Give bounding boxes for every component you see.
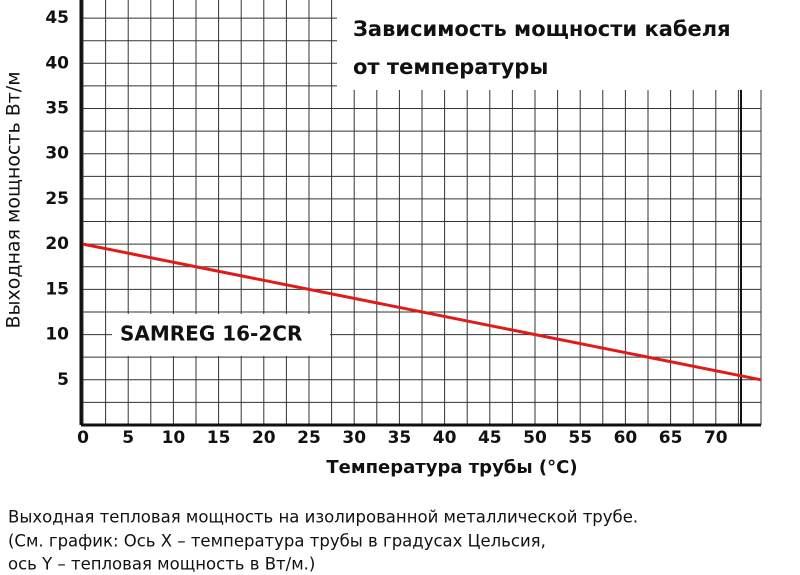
caption-line: Выходная тепловая мощность на изолирован… <box>8 508 638 527</box>
x-tick-label: 45 <box>478 428 502 448</box>
y-tick-label: 40 <box>45 53 69 73</box>
y-tick-label: 10 <box>45 325 69 345</box>
x-tick-label: 10 <box>162 428 186 448</box>
y-tick-label: 20 <box>45 234 69 254</box>
x-tick-label: 55 <box>568 428 592 448</box>
x-tick-label: 25 <box>297 428 321 448</box>
x-tick-label: 30 <box>342 428 366 448</box>
title-line: от температуры <box>353 55 548 79</box>
chart-title: Зависимость мощности кабеля от температур… <box>353 17 731 79</box>
caption-line: ось Y – тепловая мощность в Вт/м.) <box>8 555 315 574</box>
y-tick-label: 15 <box>45 279 69 299</box>
x-tick-label: 20 <box>252 428 276 448</box>
y-tick-label: 45 <box>45 8 69 28</box>
y-tick-label: 30 <box>45 144 69 164</box>
x-tick-label: 0 <box>77 428 89 448</box>
title-box <box>337 0 763 90</box>
data-line <box>82 242 762 382</box>
x-axis-label: Температура трубы (°C) <box>326 457 577 478</box>
x-tick-label: 15 <box>207 428 231 448</box>
x-tick-label: 65 <box>659 428 683 448</box>
y-tick-label: 5 <box>57 370 69 390</box>
y-tick-label: 25 <box>45 189 69 209</box>
x-tick-label: 35 <box>388 428 412 448</box>
y-tick-label: 35 <box>45 99 69 119</box>
annotation-box <box>112 314 330 356</box>
x-tick-label: 40 <box>433 428 457 448</box>
x-tick-label: 70 <box>704 428 728 448</box>
x-tick-label: 5 <box>122 428 134 448</box>
title-line: Зависимость мощности кабеля <box>353 17 731 41</box>
annotation: SAMREG 16-2CR <box>120 322 302 346</box>
y-axis-label: Выходная мощность Вт/м <box>3 71 25 328</box>
x-tick-label: 60 <box>614 428 638 448</box>
x-tick-label: 50 <box>523 428 547 448</box>
caption-line: (См. график: Ось X – температура трубы в… <box>8 532 546 551</box>
